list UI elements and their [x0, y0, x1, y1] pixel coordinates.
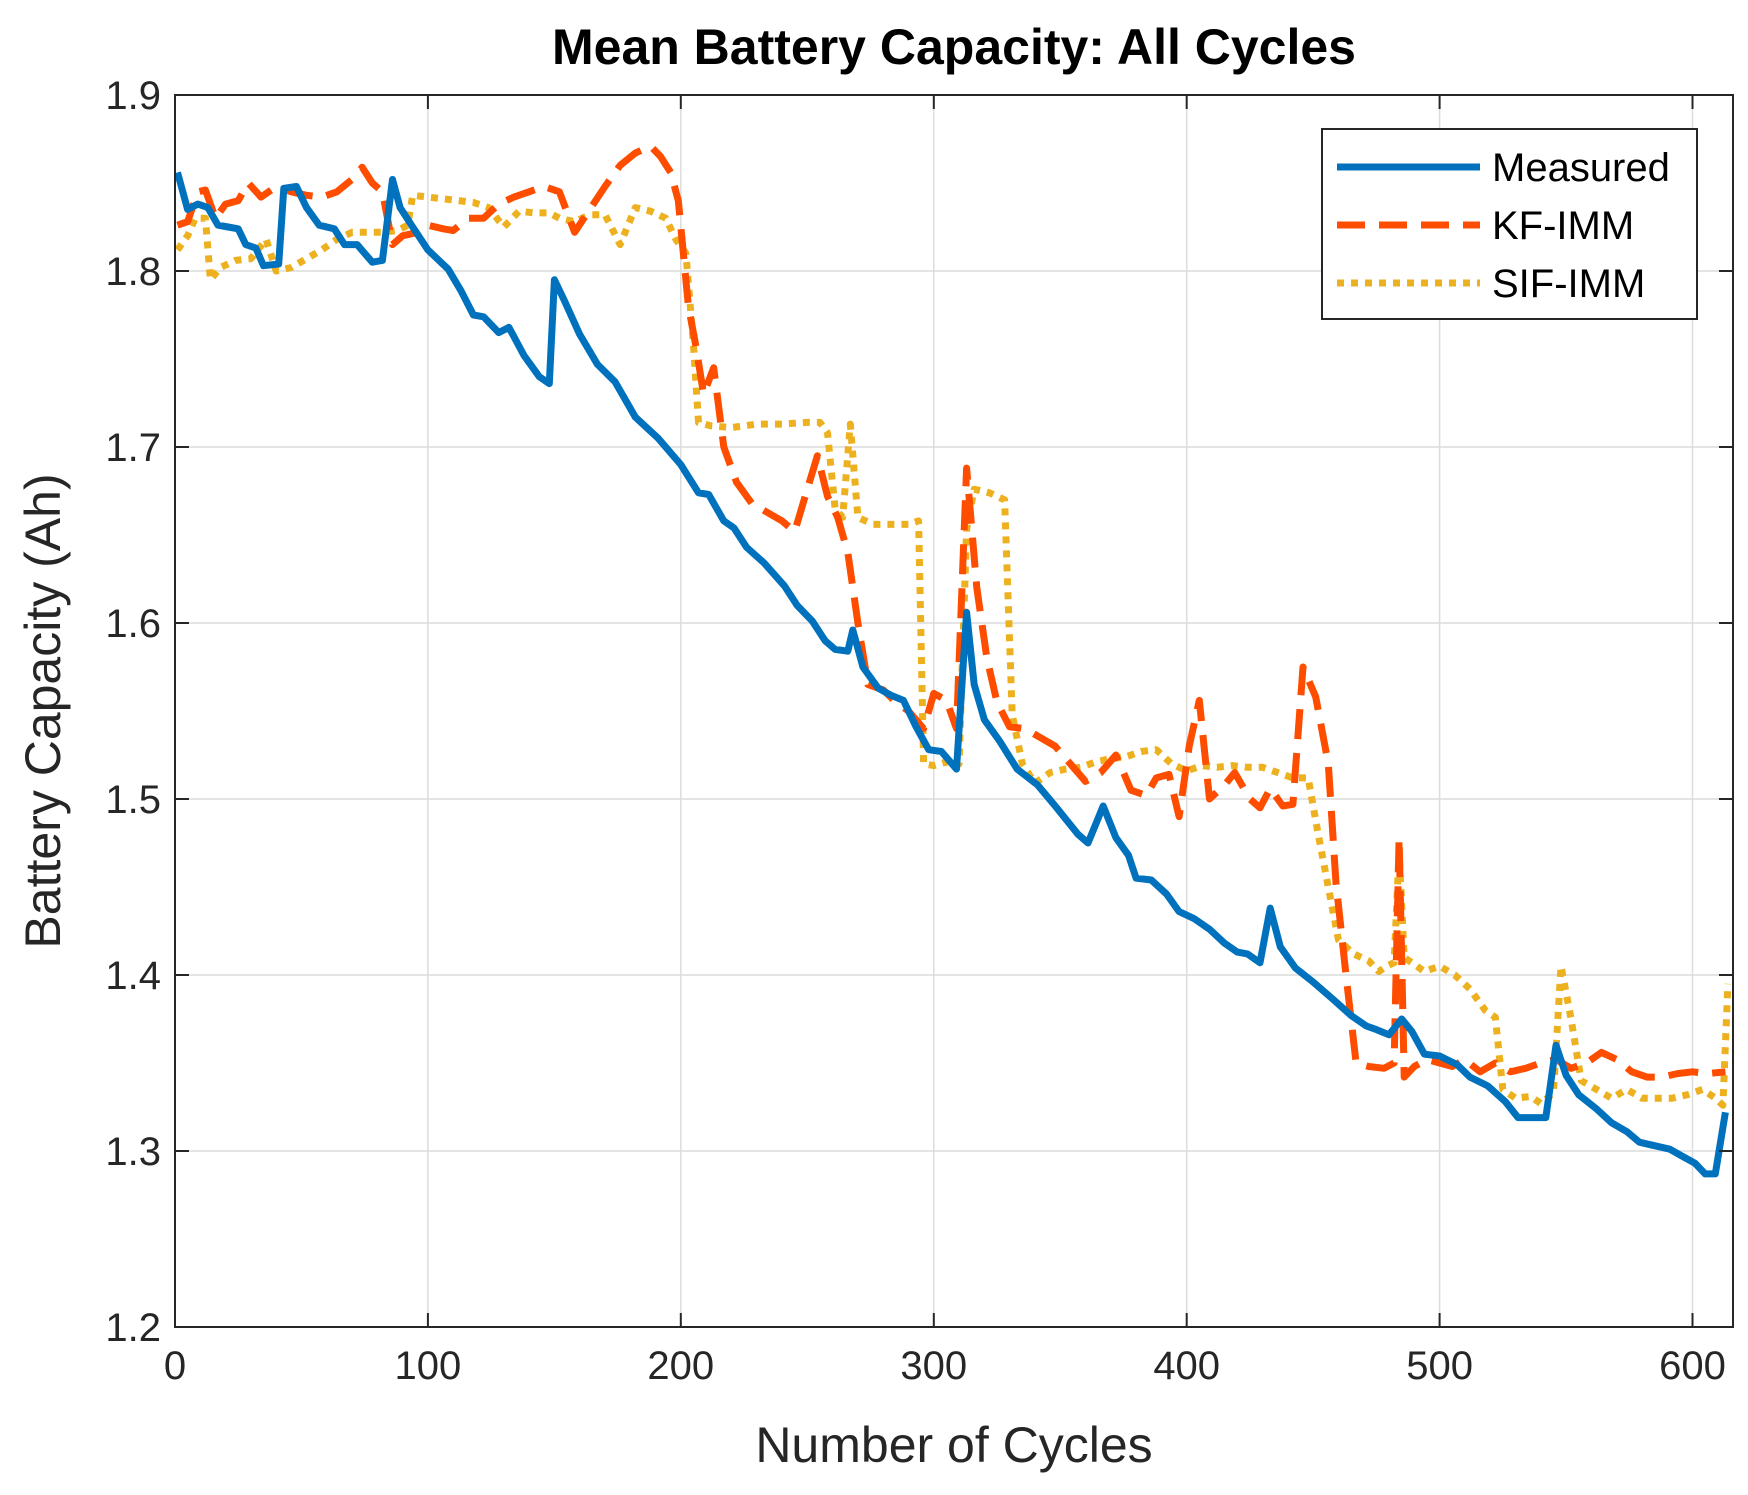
x-tick-label: 0 [164, 1344, 186, 1388]
y-tick-label: 1.6 [105, 602, 161, 646]
y-tick-label: 1.4 [105, 954, 161, 998]
legend-label-measured: Measured [1492, 146, 1670, 190]
legend-label-kf-imm: KF-IMM [1492, 204, 1634, 248]
series-line-kf-imm [176, 142, 1726, 1081]
ticks [174, 94, 1733, 1328]
y-tick-label: 1.3 [105, 1130, 161, 1174]
y-tick-label: 1.5 [105, 778, 161, 822]
y-tick-label: 1.7 [105, 426, 161, 470]
legend-label-sif-imm: SIF-IMM [1492, 262, 1645, 306]
x-tick-label: 100 [395, 1344, 462, 1388]
x-tick-label: 200 [647, 1344, 714, 1388]
tick-labels: 0 100 200 300 400 500 600 1.2 1.3 1.4 1.5 1.6 1.7 1.8… [105, 74, 1725, 1388]
chart-title: Mean Battery Capacity: All Cycles [552, 19, 1356, 75]
legend: Measured KF-IMM SIF-IMM [1321, 128, 1698, 320]
x-tick-label: 600 [1659, 1344, 1726, 1388]
series-layer [175, 142, 1732, 1178]
x-axis-label: Number of Cycles [755, 1417, 1152, 1473]
y-axis-label: Battery Capacity (Ah) [15, 473, 71, 948]
series-line-sif-imm [175, 191, 1732, 1109]
series-line-measured [175, 171, 1729, 1178]
y-tick-label: 1.9 [105, 74, 161, 118]
x-tick-label: 500 [1406, 1344, 1473, 1388]
x-tick-label: 400 [1153, 1344, 1220, 1388]
y-tick-label: 1.8 [105, 250, 161, 294]
y-tick-label: 1.2 [105, 1306, 161, 1350]
x-tick-label: 300 [900, 1344, 967, 1388]
plot-frame [174, 94, 1734, 1328]
